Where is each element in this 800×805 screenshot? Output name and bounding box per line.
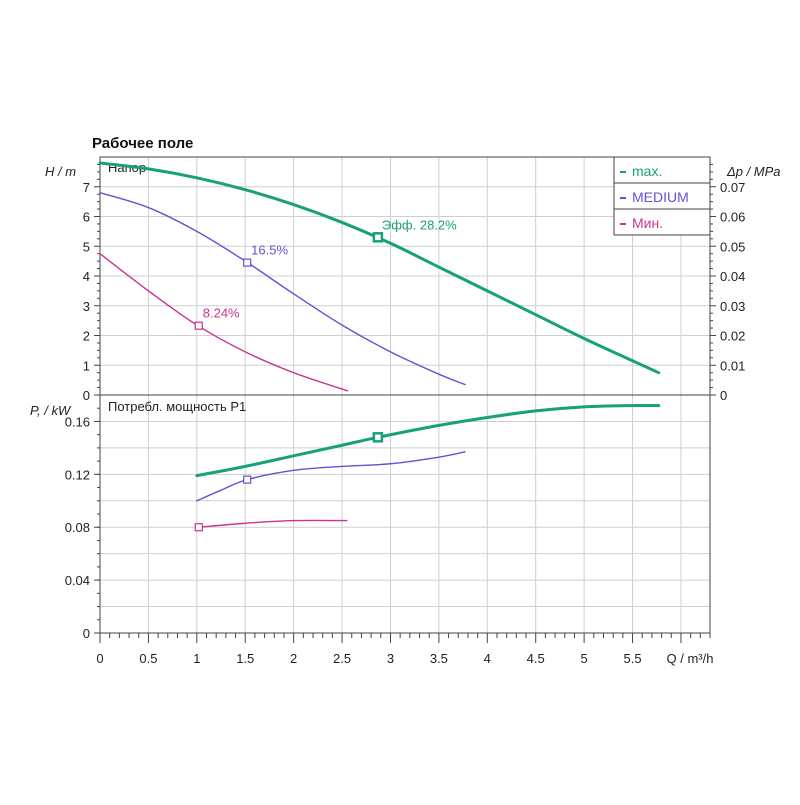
y-right-tick-label: 0.03 [720, 299, 745, 314]
y-tick-label: 6 [83, 210, 90, 225]
x-tick-label: 2 [290, 651, 297, 666]
y-axis-label-right: Δp / MPa [726, 164, 781, 179]
efficiency-label: 8.24% [203, 306, 240, 321]
x-tick-label: 1.5 [236, 651, 254, 666]
y-tick-label: 0.08 [65, 520, 90, 535]
y-tick-label: 0.12 [65, 467, 90, 482]
x-tick-label: 0.5 [139, 651, 157, 666]
y-axis-label-left: H / m [45, 164, 76, 179]
x-tick-label: 2.5 [333, 651, 351, 666]
duty-point-marker [194, 523, 203, 532]
series-line-power-1 [196, 451, 466, 502]
duty-point-marker [372, 432, 384, 443]
efficiency-label: Эфф. 28.2% [382, 217, 457, 232]
y-right-tick-label: 0.02 [720, 329, 745, 344]
y-tick-label: 2 [83, 329, 90, 344]
x-tick-label: 4 [484, 651, 491, 666]
duty-point-marker [372, 232, 384, 243]
power-panel-label: Потребл. мощность P1 [108, 399, 246, 414]
y-right-tick-label: 0 [720, 388, 727, 403]
chart-title: Рабочее поле [92, 135, 193, 152]
y-right-tick-label: 0.05 [720, 239, 745, 254]
x-tick-label: 5.5 [624, 651, 642, 666]
y-tick-label: 1 [83, 358, 90, 373]
x-tick-label: 3.5 [430, 651, 448, 666]
y-tick-label: 7 [83, 180, 90, 195]
x-tick-label: 3 [387, 651, 394, 666]
series-line-head-1 [99, 192, 466, 386]
y-tick-label: 0.04 [65, 573, 90, 588]
y-right-tick-label: 0.07 [720, 180, 745, 195]
y-tick-label: 3 [83, 299, 90, 314]
legend-entry-label: Мин. [632, 215, 663, 231]
y-right-tick-label: 0.04 [720, 269, 745, 284]
x-axis-label: Q / m³/h [667, 651, 714, 666]
legend-entry-box [613, 182, 711, 210]
efficiency-label: 16.5% [251, 243, 288, 258]
series-line-power-2 [198, 519, 348, 528]
y-tick-label: 4 [83, 269, 90, 284]
legend-entry-label: max. [632, 163, 662, 179]
legend-entry-label: MEDIUM [632, 189, 689, 205]
duty-point-marker [194, 321, 203, 330]
duty-point-marker [243, 258, 252, 267]
y-tick-label: 0.16 [65, 414, 90, 429]
y-tick-label: 5 [83, 239, 90, 254]
x-tick-label: 1 [193, 651, 200, 666]
duty-point-marker [243, 475, 252, 484]
y-right-tick-label: 0.06 [720, 210, 745, 225]
legend-entry-box [613, 156, 711, 184]
x-tick-label: 5 [581, 651, 588, 666]
y-tick-label: 0 [83, 388, 90, 403]
series-line-head-0 [98, 161, 661, 375]
x-tick-label: 0 [96, 651, 103, 666]
legend-entry-box [613, 208, 711, 236]
x-tick-label: 4.5 [527, 651, 545, 666]
y-axis-label-power: P, / kW [30, 403, 72, 418]
y-tick-label: 0 [83, 626, 90, 641]
series-line-power-0 [195, 403, 661, 478]
series-line-head-2 [99, 252, 349, 392]
y-right-tick-label: 0.01 [720, 358, 745, 373]
